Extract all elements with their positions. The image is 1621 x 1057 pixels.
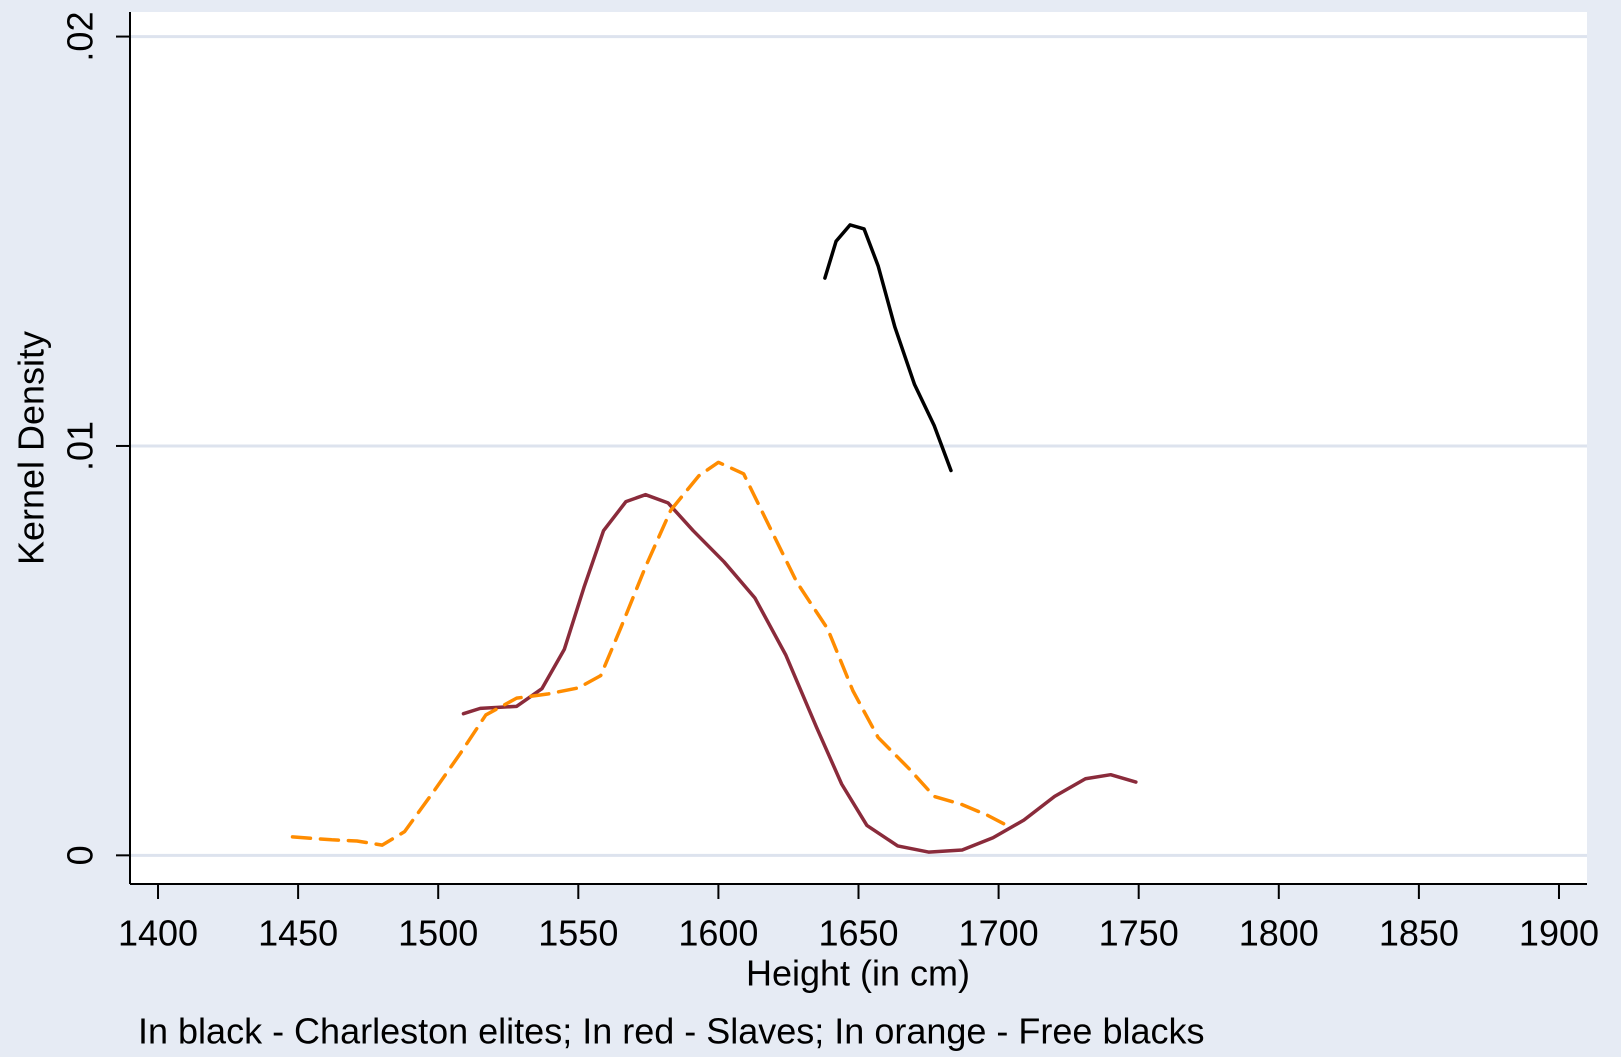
x-tick-label: 1850 [1379,913,1459,954]
y-axis-label: Kernel Density [11,331,52,565]
x-tick-label: 1800 [1239,913,1319,954]
x-tick-label: 1750 [1099,913,1179,954]
x-tick-label: 1500 [398,913,478,954]
x-axis-label: Height (in cm) [746,953,970,994]
x-tick-label: 1450 [258,913,338,954]
y-tick-label: .02 [60,12,101,62]
y-tick-label: .01 [60,421,101,471]
density-line [461,492,1138,854]
x-tick-label: 1550 [538,913,618,954]
y-tick-label: 0 [60,845,101,865]
x-tick-label: 1400 [118,913,198,954]
x-tick-label: 1650 [818,913,898,954]
x-tick-label: 1600 [678,913,758,954]
plot-area [130,12,1587,884]
density-line [823,223,953,473]
x-tick-label: 1700 [959,913,1039,954]
x-tick-label: 1900 [1519,913,1599,954]
density-line [290,460,1009,847]
note: In black - Charleston elites; In red - S… [138,1011,1204,1052]
